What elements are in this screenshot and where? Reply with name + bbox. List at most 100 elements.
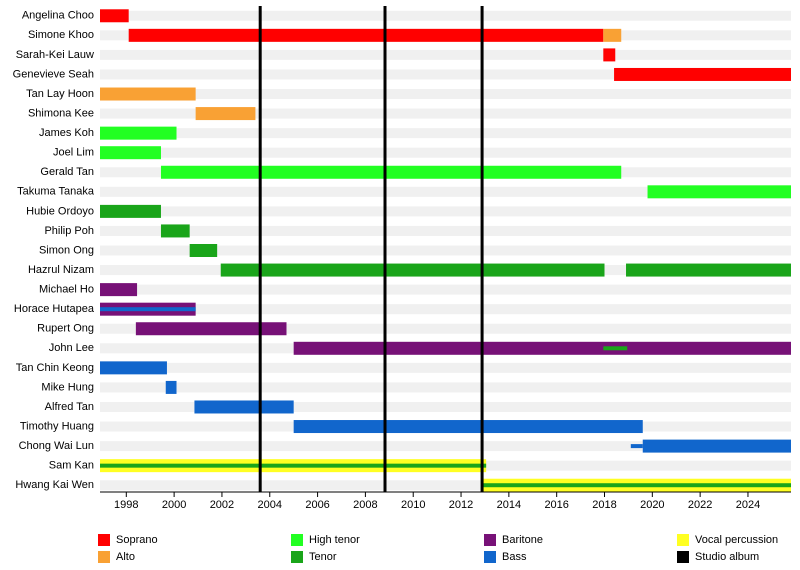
member-label: Shimona Kee — [28, 107, 94, 119]
member-label: Gerald Tan — [40, 166, 94, 178]
member-label: Angelina Choo — [22, 10, 94, 22]
membership-bar — [603, 28, 622, 42]
member-label: Sarah-Kei Lauw — [16, 49, 94, 61]
x-tick-label: 2014 — [497, 499, 521, 511]
legend-swatch — [291, 551, 303, 563]
row-band — [100, 284, 791, 295]
x-tick-label: 1998 — [114, 499, 138, 511]
legend-label: High tenor — [309, 534, 360, 546]
legend-swatch — [484, 534, 496, 546]
x-tick-label: 2018 — [592, 499, 616, 511]
x-tick-label: 2012 — [449, 499, 473, 511]
row-band — [100, 401, 791, 412]
legend-swatch — [677, 534, 689, 546]
membership-bar — [220, 263, 605, 277]
row-band — [100, 108, 791, 119]
x-tick-label: 2006 — [305, 499, 329, 511]
member-label: Rupert Ong — [37, 323, 94, 335]
membership-bar — [160, 165, 622, 179]
row-band — [100, 69, 791, 80]
member-label: Chong Wai Lun — [19, 440, 94, 452]
x-tick-label: 2008 — [353, 499, 377, 511]
x-tick-label: 2002 — [210, 499, 234, 511]
row-band — [100, 323, 791, 334]
membership-bar — [100, 307, 196, 312]
member-label: Tan Chin Keong — [16, 362, 94, 374]
row-band — [100, 304, 791, 315]
legend-label: Tenor — [309, 551, 337, 563]
x-tick-label: 2004 — [258, 499, 282, 511]
member-label: Joel Lim — [53, 147, 94, 159]
member-label: Philip Poh — [44, 225, 94, 237]
membership-bar — [100, 87, 196, 101]
row-band — [100, 245, 791, 256]
member-label: Takuma Tanaka — [17, 186, 95, 198]
legend-label: Studio album — [695, 551, 759, 563]
x-tick-label: 2000 — [162, 499, 186, 511]
row-band — [100, 10, 791, 21]
x-tick-label: 2010 — [401, 499, 425, 511]
member-label: Mike Hung — [41, 381, 94, 393]
membership-bar — [195, 107, 256, 121]
member-label: Horace Hutapea — [14, 303, 95, 315]
row-band — [100, 186, 791, 197]
membership-bar — [642, 439, 791, 453]
x-tick-label: 2024 — [736, 499, 760, 511]
member-label: Genevieve Seah — [13, 68, 94, 80]
membership-bar — [100, 204, 161, 218]
legend-swatch — [484, 551, 496, 563]
row-band — [100, 128, 791, 139]
membership-bar — [630, 444, 643, 449]
row-band — [100, 382, 791, 393]
member-label: Sam Kan — [49, 460, 94, 472]
membership-bar — [100, 146, 161, 160]
row-band — [100, 362, 791, 373]
row-band — [100, 147, 791, 158]
membership-bar — [603, 48, 616, 62]
member-label: John Lee — [49, 342, 94, 354]
membership-bar — [293, 341, 791, 355]
membership-bar — [614, 67, 791, 81]
membership-bar — [135, 322, 287, 336]
member-label: Timothy Huang — [20, 420, 94, 432]
x-tick-label: 2020 — [640, 499, 664, 511]
legend-swatch — [98, 551, 110, 563]
legend-label: Alto — [116, 551, 135, 563]
membership-bar — [128, 28, 604, 42]
row-band — [100, 225, 791, 236]
member-label: Hwang Kai Wen — [15, 479, 94, 491]
row-band — [100, 89, 791, 100]
legend-label: Vocal percussion — [695, 534, 778, 546]
legend-swatch — [677, 551, 689, 563]
row-band — [100, 49, 791, 60]
membership-bar — [189, 244, 218, 257]
member-label: Michael Ho — [39, 284, 94, 296]
member-label: Hazrul Nizam — [28, 264, 94, 276]
row-band — [100, 441, 791, 452]
membership-bar — [165, 380, 177, 394]
member-label: James Koh — [39, 127, 94, 139]
membership-bar — [100, 9, 129, 23]
membership-bar — [293, 420, 643, 434]
membership-bar — [100, 361, 167, 375]
row-band — [100, 206, 791, 217]
member-label: Alfred Tan — [45, 401, 94, 413]
row-band — [100, 480, 791, 491]
membership-bar — [626, 263, 791, 277]
legend-label: Baritone — [502, 534, 543, 546]
membership-bar — [481, 483, 791, 488]
membership-bar — [647, 185, 791, 199]
membership-bar — [100, 463, 487, 468]
member-label: Hubie Ordoyo — [26, 205, 94, 217]
legend-swatch — [291, 534, 303, 546]
membership-bar — [194, 400, 294, 414]
membership-bar — [100, 126, 177, 140]
member-label: Simone Khoo — [28, 29, 94, 41]
legend-swatch — [98, 534, 110, 546]
membership-bar — [100, 283, 138, 297]
membership-bar — [603, 346, 628, 351]
x-tick-label: 2016 — [544, 499, 568, 511]
membership-bar — [160, 224, 190, 238]
